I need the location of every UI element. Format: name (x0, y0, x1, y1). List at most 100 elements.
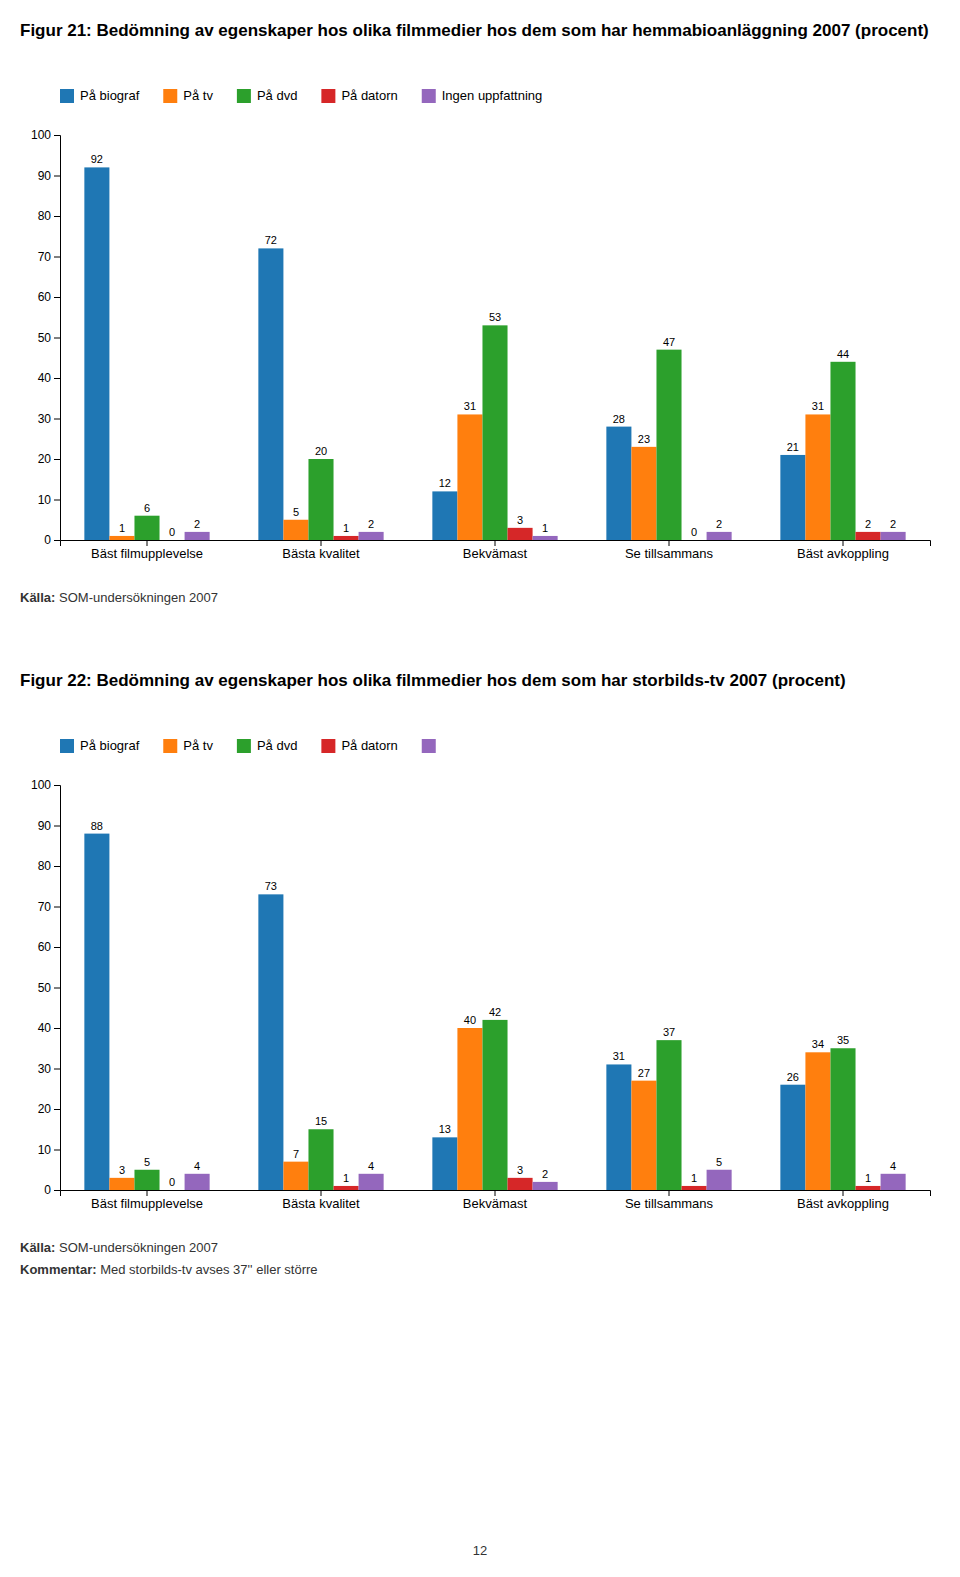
tick-mark (147, 540, 148, 546)
data-label: 72 (265, 234, 277, 246)
bar (185, 532, 210, 540)
tick-label: 100 (31, 778, 51, 792)
bar (308, 459, 333, 540)
bar (258, 894, 283, 1190)
bar (84, 167, 109, 540)
data-label: 3 (119, 1164, 125, 1176)
tick: 10 (38, 1143, 60, 1157)
tick: 70 (38, 900, 60, 914)
bar (606, 427, 631, 540)
x-axis: Bäst filmupplevelseBästa kvalitetBekväma… (61, 1190, 931, 1211)
annotation: Kommentar: Med storbilds-tv avses 37'' e… (20, 1262, 318, 1277)
tick-mark (843, 540, 844, 546)
bar (134, 1170, 159, 1190)
legend-swatch (321, 739, 335, 753)
tick-label: Bekvämast (463, 1196, 528, 1211)
data-label: 5 (293, 506, 299, 518)
data-label: 2 (542, 1168, 548, 1180)
tick-label: 80 (38, 209, 52, 223)
bar (334, 1186, 359, 1190)
tick-label: 90 (38, 819, 52, 833)
bar (134, 516, 159, 540)
legend-item: På biograf (60, 738, 140, 753)
tick-label: Bästa kvalitet (282, 546, 360, 561)
data-label: 35 (837, 1034, 849, 1046)
data-label: 4 (194, 1160, 200, 1172)
text-line: Figur 22: Bedömning av egenskaper hos ol… (20, 671, 846, 690)
tick-mark (669, 540, 670, 546)
bar (109, 536, 134, 540)
tick-label: Bästa kvalitet (282, 1196, 360, 1211)
data-label: 26 (787, 1071, 799, 1083)
tick: 40 (38, 371, 60, 385)
data-label: 31 (812, 400, 824, 412)
data-label: 40 (464, 1014, 476, 1026)
bar (856, 1186, 881, 1190)
tick-label: 60 (38, 940, 52, 954)
annotation-label: Källa: (20, 1240, 55, 1255)
tick-label: 70 (38, 900, 52, 914)
bar (881, 1174, 906, 1190)
legend-swatch (60, 739, 74, 753)
tick-label: 50 (38, 331, 52, 345)
tick-mark (495, 1190, 496, 1196)
tick-label: Se tillsammans (625, 1196, 714, 1211)
bar (682, 540, 707, 541)
data-label: 5 (144, 1156, 150, 1168)
legend-label: På datorn (341, 88, 397, 103)
data-label: 6 (144, 502, 150, 514)
tick: 10 (38, 493, 60, 507)
data-label: 3 (517, 1164, 523, 1176)
bar (631, 1081, 656, 1190)
tick-mark (54, 135, 60, 136)
bar (707, 532, 732, 540)
data-label: 1 (865, 1172, 871, 1184)
tick-mark (54, 1190, 60, 1191)
tick: 30 (38, 412, 60, 426)
tick: 60 (38, 940, 60, 954)
tick: 80 (38, 209, 60, 223)
tick-label: 20 (38, 1102, 52, 1116)
bar (856, 532, 881, 540)
bar (457, 1028, 482, 1190)
tick: Bästa kvalitet (282, 540, 360, 561)
x-axis: Bäst filmupplevelseBästa kvalitetBekväma… (61, 540, 931, 561)
bar (780, 1085, 805, 1190)
legend-swatch (237, 739, 251, 753)
tick-mark (54, 216, 60, 217)
legend-label: På tv (183, 88, 213, 103)
legend: På biografPå tvPå dvdPå datornIngen uppf… (60, 88, 542, 103)
data-label: 13 (439, 1123, 451, 1135)
tick-mark (54, 785, 60, 786)
tick-mark (54, 297, 60, 298)
data-label: 12 (439, 477, 451, 489)
annotation: Källa: SOM-undersökningen 2007 (20, 590, 218, 605)
bar (508, 1178, 533, 1190)
tick: 20 (38, 452, 60, 466)
tick-mark (54, 257, 60, 258)
tick-label: 20 (38, 452, 52, 466)
tick-mark (147, 1190, 148, 1196)
tick: 30 (38, 1062, 60, 1076)
data-label: 28 (613, 413, 625, 425)
data-label: 73 (265, 880, 277, 892)
data-label: 2 (194, 518, 200, 530)
bar (258, 248, 283, 540)
tick-label: 10 (38, 1143, 52, 1157)
tick: 0 (44, 1183, 60, 1197)
tick: 60 (38, 290, 60, 304)
axis-line (54, 786, 61, 1191)
annotation-label: Kommentar: (20, 1262, 97, 1277)
legend-swatch (163, 739, 177, 753)
data-label: 92 (91, 153, 103, 165)
annotation-text: SOM-undersökningen 2007 (55, 590, 218, 605)
legend-swatch (422, 89, 436, 103)
bar (830, 1048, 855, 1190)
tick-label: Se tillsammans (625, 546, 714, 561)
legend-swatch (60, 89, 74, 103)
bar (482, 1020, 507, 1190)
legend-swatch (422, 739, 436, 753)
plot: 0102030405060708090100Bäst filmupplevels… (31, 128, 931, 561)
bar (780, 455, 805, 540)
legend-item: På dvd (237, 738, 297, 753)
